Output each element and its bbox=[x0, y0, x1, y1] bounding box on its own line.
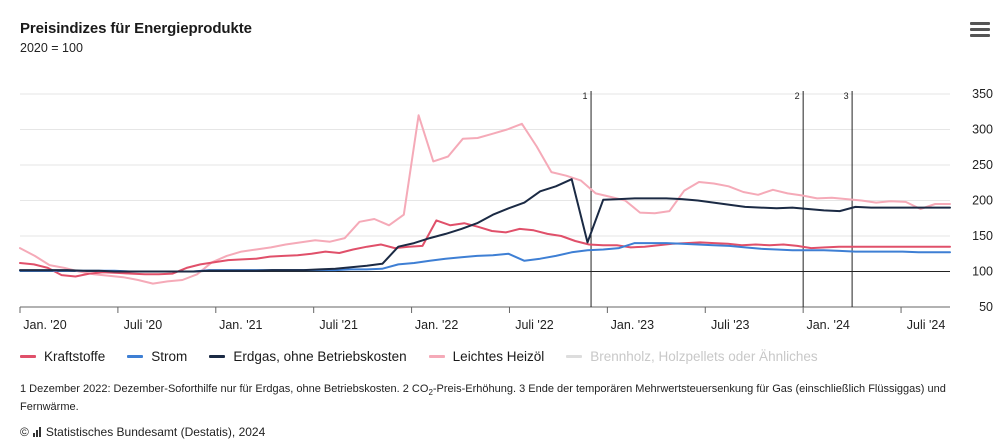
footnote-text-1: 1 Dezember 2022: Dezember-Soforthilfe nu… bbox=[20, 383, 429, 395]
series-line-4 bbox=[19, 114, 951, 285]
y-tick-label-350: 350 bbox=[972, 87, 993, 101]
series-line-1 bbox=[19, 219, 951, 278]
legend-swatch bbox=[566, 355, 583, 358]
x-tick-label: Juli '20 bbox=[124, 318, 163, 332]
legend-item-2[interactable]: Strom bbox=[127, 349, 187, 364]
y-tick-label-50: 50 bbox=[979, 300, 993, 314]
source-text: Statistisches Bundesamt (Destatis), 2024 bbox=[45, 425, 266, 439]
x-tick-label: Jan. '23 bbox=[611, 318, 654, 332]
y-tick-label-150: 150 bbox=[972, 229, 993, 243]
destatis-logo-icon bbox=[32, 427, 41, 437]
legend-label: Kraftstoffe bbox=[44, 349, 106, 364]
legend-label: Leichtes Heizöl bbox=[452, 349, 545, 364]
x-tick-label: Juli '24 bbox=[907, 318, 946, 332]
legend-swatch bbox=[209, 355, 226, 358]
y-tick-label-250: 250 bbox=[972, 158, 993, 172]
y-tick-label-200: 200 bbox=[972, 194, 993, 208]
x-tick-label: Juli '22 bbox=[515, 318, 554, 332]
x-tick-label: Juli '21 bbox=[319, 318, 358, 332]
legend-item-5[interactable]: Brennholz, Holzpellets oder Ähnliches bbox=[566, 349, 818, 364]
legend-label: Brennholz, Holzpellets oder Ähnliches bbox=[590, 349, 818, 364]
annotation-label-2: 2 bbox=[795, 91, 800, 101]
x-tick-label: Jan. '21 bbox=[219, 318, 262, 332]
annotation-label-1: 1 bbox=[583, 91, 588, 101]
chart-subtitle: 2020 = 100 bbox=[20, 41, 83, 55]
legend-swatch bbox=[127, 355, 144, 358]
footnote-text-2: -Preis-Erhöhung. 3 Ende der temporären M… bbox=[20, 383, 946, 414]
x-tick-label: Juli '23 bbox=[711, 318, 750, 332]
legend-label: Erdgas, ohne Betriebskosten bbox=[233, 349, 407, 364]
x-tick-label: Jan. '20 bbox=[23, 318, 66, 332]
x-tick-label: Jan. '22 bbox=[415, 318, 458, 332]
chart-legend: Kraftstoffe Strom Erdgas, ohne Betriebskos… bbox=[20, 349, 840, 364]
footnote-subscript: 2 bbox=[428, 388, 433, 398]
footnote: 1 Dezember 2022: Dezember-Soforthilfe nu… bbox=[20, 382, 960, 415]
source-line: © Statistisches Bundesamt (Destatis), 20… bbox=[20, 425, 265, 439]
copyright-symbol: © bbox=[20, 425, 29, 439]
legend-item-1[interactable]: Kraftstoffe bbox=[20, 349, 105, 364]
legend-label: Strom bbox=[151, 349, 188, 364]
legend-swatch bbox=[428, 355, 445, 358]
chart-title: Preisindizes für Energieprodukte bbox=[20, 20, 252, 37]
series-line-3 bbox=[19, 178, 951, 273]
y-tick-label-100: 100 bbox=[972, 265, 993, 279]
y-tick-label-300: 300 bbox=[972, 123, 993, 137]
legend-swatch bbox=[20, 355, 36, 358]
line-chart: 50 100 150 200 250 300 350 Jan. '20 Juli '20 Jan.… bbox=[19, 87, 993, 332]
annotation-label-3: 3 bbox=[844, 91, 849, 101]
legend-item-3[interactable]: Erdgas, ohne Betriebskosten bbox=[209, 349, 407, 364]
x-tick-label: Jan. '24 bbox=[806, 318, 849, 332]
hamburger-menu-icon[interactable] bbox=[970, 22, 990, 38]
legend-item-4[interactable]: Leichtes Heizöl bbox=[428, 349, 545, 364]
